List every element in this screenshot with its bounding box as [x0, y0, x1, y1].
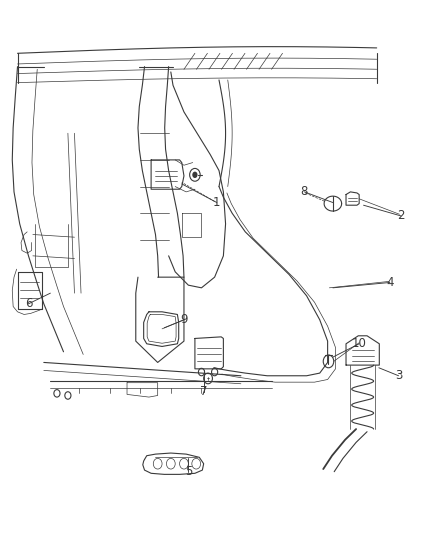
- Text: 4: 4: [386, 276, 394, 289]
- Text: 10: 10: [352, 337, 367, 350]
- Text: 3: 3: [395, 369, 402, 382]
- Text: 7: 7: [200, 385, 208, 398]
- Text: 8: 8: [301, 185, 308, 198]
- Circle shape: [192, 458, 201, 469]
- Circle shape: [204, 373, 212, 384]
- Text: 2: 2: [397, 209, 405, 222]
- Text: 9: 9: [180, 313, 188, 326]
- Circle shape: [198, 368, 205, 376]
- Circle shape: [54, 390, 60, 397]
- Circle shape: [323, 355, 334, 368]
- Text: 5: 5: [185, 465, 192, 478]
- Circle shape: [212, 368, 218, 376]
- Circle shape: [153, 458, 162, 469]
- Circle shape: [180, 458, 188, 469]
- Text: 6: 6: [25, 297, 32, 310]
- Circle shape: [190, 168, 200, 181]
- Circle shape: [65, 392, 71, 399]
- Circle shape: [166, 458, 175, 469]
- Circle shape: [192, 172, 198, 178]
- Text: 1: 1: [213, 196, 221, 209]
